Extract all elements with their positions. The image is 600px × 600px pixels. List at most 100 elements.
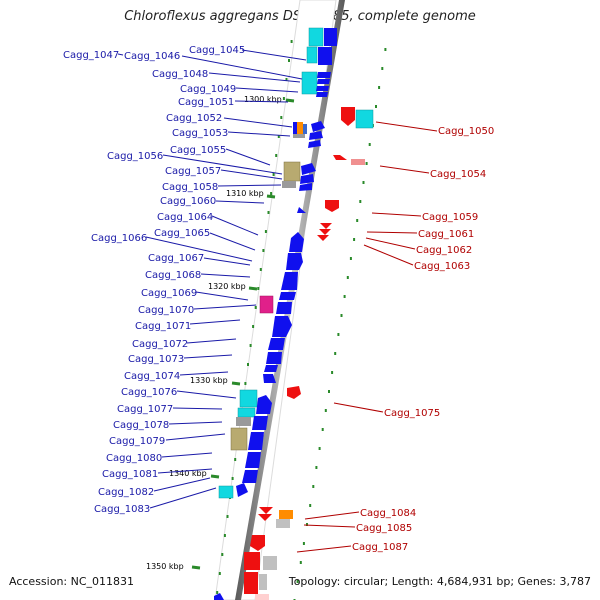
gene-label: Cagg_1073 [128,354,184,365]
gene-label: Cagg_1079 [109,436,165,447]
tick-dash [309,504,312,507]
tick-dash [299,561,302,564]
gene-label: Cagg_1064 [157,212,213,223]
tick-dash [356,219,359,222]
kbp-label: 1330 kbp [190,376,228,385]
tick-dash [378,86,381,89]
tick-dash [277,135,280,138]
gene-label: Cagg_1076 [121,387,177,398]
tick-dash [337,333,340,336]
tick-dash [216,591,219,594]
left-leader-lines [117,49,307,509]
gene-label: Cagg_1063 [414,261,470,272]
gene-label: Cagg_1055 [170,145,226,156]
tick-dash [270,192,273,195]
tick-dash [285,78,288,81]
gene-label: Cagg_1081 [102,469,158,480]
gene-label: Cagg_1066 [91,233,147,244]
kbp-markers: 1300 kbp 1310 kbp 1320 kbp 1330 kbp 1340… [146,95,295,571]
gene-label: Cagg_1050 [438,126,494,137]
gene-label: Cagg_1087 [352,542,408,553]
gene-label: Cagg_1053 [172,128,228,139]
tick-dash [226,515,229,518]
tick-dash [334,352,337,355]
gene-label: Cagg_1065 [154,228,210,239]
tick-dash [343,295,346,298]
tick-dash [375,105,377,108]
tick-dash [312,485,315,488]
tick-dash [275,154,278,157]
tick-dash [280,116,283,119]
tick-dash [290,40,293,43]
tick-dash [254,306,257,309]
gene-label: Cagg_1051 [178,97,234,108]
tick-dash [257,287,260,290]
tick-dash [259,268,262,271]
gene-label: Cagg_1075 [384,408,440,419]
tick-dash [315,466,318,469]
tick-dash [359,200,362,203]
gene-label: Cagg_1061 [418,229,474,240]
tick-dash [302,542,305,545]
gene-label: Cagg_1070 [138,305,194,316]
tick-dash [331,371,334,374]
tick-dash [381,67,384,70]
tick-dash [368,143,371,146]
tick-dash [346,276,349,279]
tick-dash [247,363,249,366]
tick-dash [249,344,252,347]
tick-dash [321,428,324,431]
gene-label: Cagg_1077 [117,404,173,415]
tick-dash [267,211,270,214]
gene-label: Cagg_1080 [106,453,162,464]
tick-dash [288,59,290,62]
tick-dash [328,390,330,393]
tick-dash [318,447,321,450]
tick-dash [384,48,387,51]
kbp-label: 1340 kbp [169,469,207,478]
tick-dash [296,580,299,583]
gene-label: Cagg_1069 [141,288,197,299]
tick-dash [282,97,285,100]
gene-label: Cagg_1047 [63,50,119,61]
kbp-label: 1350 kbp [146,562,184,571]
tick-dash [340,314,343,317]
gene-label: Cagg_1084 [360,508,416,519]
right-leader-lines [296,121,438,553]
tick-dash [306,523,308,526]
kbp-label: 1320 kbp [208,282,246,291]
gene-label: Cagg_1071 [135,321,191,332]
gene-label: Cagg_1068 [145,270,201,281]
gene-label: Cagg_1049 [180,84,236,95]
tick-dash [218,572,221,575]
gene-label: Cagg_1060 [160,196,216,207]
gene-label: Cagg_1067 [148,253,204,264]
tick-dash [223,534,226,537]
gene-label: Cagg_1072 [132,339,188,350]
gene-label: Cagg_1083 [94,504,150,515]
gene-label: Cagg_1058 [162,182,218,193]
tick-dash [244,382,247,385]
kbp-label: 1310 kbp [226,189,264,198]
gene-label: Cagg_1059 [422,212,478,223]
gene-label: Cagg_1046 [124,51,180,62]
kbp-label: 1300 kbp [244,95,282,104]
gene-label: Cagg_1045 [189,45,245,56]
tick-dash [252,325,255,328]
tick-dash [262,249,265,252]
tick-dash [221,553,224,556]
tick-dash [349,257,352,260]
right-gene-labels: Cagg_1050 Cagg_1054 Cagg_1059 Cagg_1061 … [352,126,494,553]
gene-label: Cagg_1052 [166,113,222,124]
gene-label: Cagg_1074 [124,371,180,382]
left-gene-labels: Cagg_1045 Cagg_1046 Cagg_1047 Cagg_1048 … [63,45,245,515]
gene-label: Cagg_1056 [107,151,163,162]
gene-label: Cagg_1082 [98,487,154,498]
gene-label: Cagg_1062 [416,245,472,256]
tick-dash [272,173,275,176]
tick-dash [264,230,267,233]
tick-dash [324,409,327,412]
gene-label: Cagg_1048 [152,69,208,80]
tick-dash [231,477,234,480]
